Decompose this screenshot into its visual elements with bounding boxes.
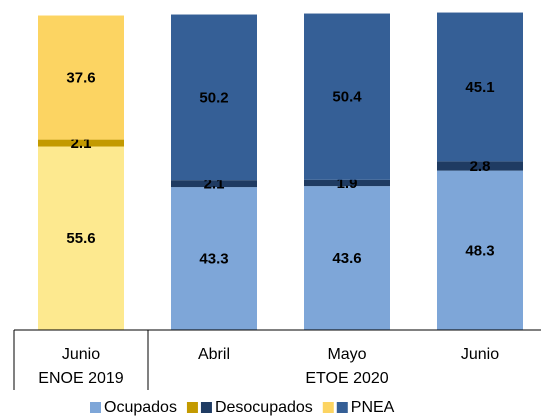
group-label: ETOE 2020 bbox=[305, 370, 388, 387]
bar-segment bbox=[38, 139, 124, 147]
bar-segment bbox=[304, 13, 390, 180]
bar-segment bbox=[437, 170, 523, 330]
legend-swatch bbox=[336, 402, 348, 413]
bar-segment bbox=[437, 12, 523, 162]
bar-segment bbox=[304, 186, 390, 330]
x-tick-label: Abril bbox=[198, 346, 230, 363]
legend-swatch bbox=[186, 402, 198, 413]
data-label: 48.3 bbox=[465, 242, 494, 259]
bar-segment bbox=[171, 187, 257, 330]
bar-segment bbox=[38, 146, 124, 330]
data-label: 50.2 bbox=[199, 89, 228, 106]
x-tick-label: Junio bbox=[62, 346, 100, 363]
x-tick-label: Junio bbox=[461, 346, 499, 363]
bar-segment bbox=[171, 180, 257, 188]
legend-swatch bbox=[322, 402, 334, 413]
data-label: 50.4 bbox=[332, 89, 362, 106]
legend-label: PNEA bbox=[351, 399, 395, 416]
bar-segment bbox=[38, 15, 124, 140]
legend-label: Desocupados bbox=[215, 399, 313, 416]
bar-segment bbox=[304, 179, 390, 187]
bar-segment bbox=[171, 14, 257, 181]
group-label: ENOE 2019 bbox=[38, 370, 123, 387]
data-label: 43.3 bbox=[199, 251, 228, 268]
data-label: 2.8 bbox=[470, 158, 491, 175]
data-label: 45.1 bbox=[465, 79, 494, 96]
bar-segment bbox=[437, 161, 523, 171]
x-tick-label: Mayo bbox=[327, 346, 366, 363]
legend-swatch bbox=[200, 402, 212, 413]
data-label: 43.6 bbox=[332, 250, 361, 267]
data-label: 37.6 bbox=[66, 70, 95, 87]
legend-swatch bbox=[90, 402, 101, 413]
legend-label: Ocupados bbox=[104, 399, 177, 416]
data-label: 55.6 bbox=[66, 230, 95, 247]
